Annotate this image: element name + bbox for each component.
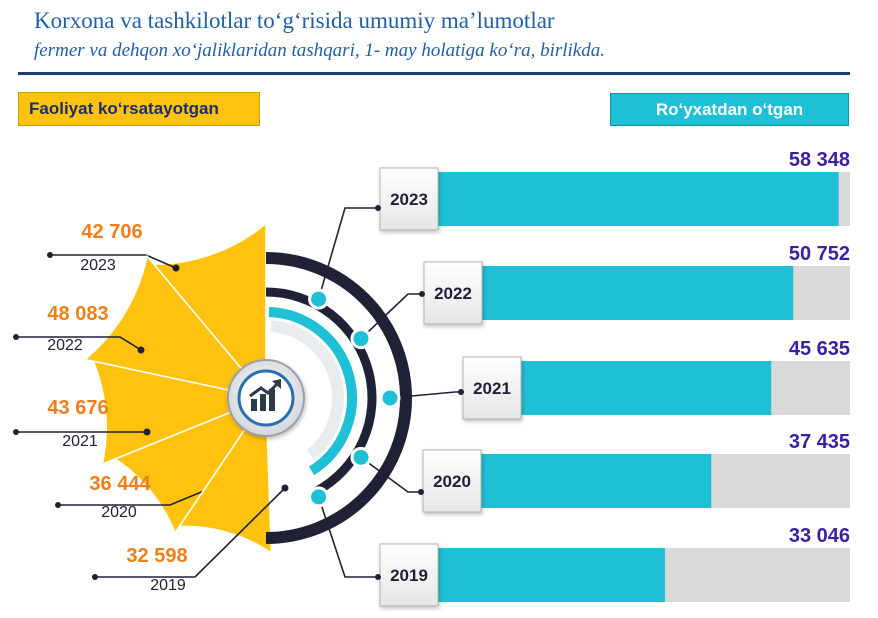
registered-row-2022: 2022 50 752	[350, 243, 850, 350]
page-title: Korxona va tashkilotlar to‘g‘risida umum…	[34, 8, 555, 33]
active-sector-shape	[83, 254, 268, 400]
active-leader-dot	[143, 428, 151, 436]
active-leader-dot	[172, 264, 180, 272]
registered-connector-end	[458, 389, 464, 395]
active-leader-end	[55, 502, 61, 508]
year-box	[379, 167, 439, 231]
registered-bar	[438, 172, 839, 226]
registered-year-label: 2019	[390, 566, 428, 585]
registered-bar	[481, 454, 712, 508]
active-sector-2023: 42 706 2023	[47, 221, 267, 401]
active-value-label: 48 083	[47, 303, 108, 325]
active-leader-end	[47, 252, 53, 258]
active-year-label: 2022	[47, 337, 83, 354]
active-sector-shape	[152, 221, 267, 401]
year-box	[462, 356, 522, 420]
active-year-label: 2020	[101, 504, 137, 521]
ring-node-dot	[350, 446, 372, 468]
active-value-label: 32 598	[126, 545, 187, 567]
registered-connector-end	[375, 205, 381, 211]
registered-bar	[521, 361, 772, 415]
header-divider	[18, 72, 850, 75]
middle-dark-ring	[265, 287, 377, 496]
active-sector-shape	[177, 395, 273, 555]
registered-bar	[438, 548, 665, 602]
ring-node-dot	[308, 288, 330, 310]
active-sectors-group: 42 706 2023 48 083 2022 43 676 2021 36 444 2020…	[13, 221, 289, 594]
registered-value-label: 37 435	[789, 431, 850, 453]
ring-group	[265, 252, 412, 544]
active-leader-dot	[281, 484, 289, 492]
active-sector-shape	[92, 360, 269, 466]
registered-value-label: 50 752	[789, 243, 850, 265]
registered-bars-group: 2023 58 348 2022 50 752 2021 45 635 2020 37 435…	[308, 149, 850, 607]
active-year-label: 2021	[62, 433, 98, 450]
legend-registered-badge: Ro‘yxatdan o‘tgan	[610, 93, 849, 126]
registered-row-2020: 2020 37 435	[350, 431, 850, 513]
ring-node-dot	[379, 387, 401, 409]
active-year-label: 2023	[80, 257, 116, 274]
registered-value-label: 33 046	[789, 525, 850, 547]
active-leader-line	[16, 336, 142, 351]
active-leader-end	[92, 574, 98, 580]
legend-active-badge: Faoliyat ko‘rsatayotgan	[18, 92, 260, 126]
registered-connector	[317, 496, 380, 578]
active-leader-line	[95, 487, 286, 578]
active-leader-end	[13, 334, 19, 340]
active-sector-2021: 43 676 2021	[13, 360, 269, 466]
registered-row-2021: 2021 45 635	[379, 338, 850, 420]
registered-row-2019: 2019 33 046	[308, 486, 850, 607]
active-value-label: 42 706	[81, 221, 142, 243]
active-leader-end	[13, 429, 19, 435]
registered-connector	[360, 293, 424, 340]
center-hub	[227, 359, 305, 437]
registered-value-label: 58 348	[789, 149, 850, 171]
registered-connector-end	[375, 574, 381, 580]
registered-year-label: 2022	[434, 284, 472, 303]
registered-connector-end	[419, 291, 425, 297]
active-year-label: 2019	[150, 577, 186, 594]
ring-node-dot	[308, 486, 330, 508]
inner-light-ring	[270, 320, 344, 460]
year-box	[422, 449, 482, 513]
active-sector-shape	[113, 396, 268, 535]
inner-teal-ring	[268, 307, 357, 476]
registered-year-label: 2023	[390, 190, 428, 209]
registered-year-label: 2020	[433, 472, 471, 491]
active-leader-dot	[137, 346, 145, 354]
registered-year-label: 2021	[473, 379, 511, 398]
outer-dark-ring	[265, 252, 412, 544]
active-sector-2019: 32 598 2019	[92, 395, 289, 594]
active-leader-line	[58, 487, 212, 506]
active-leader-line	[50, 254, 177, 269]
page-subtitle: fermer va dehqon xo‘jaliklaridan tashqar…	[34, 40, 605, 61]
registered-row-2023: 2023 58 348	[308, 149, 850, 310]
year-box	[423, 261, 483, 325]
registered-connector-end	[418, 489, 424, 495]
registered-connector	[317, 207, 380, 300]
active-sector-2022: 48 083 2022	[13, 254, 268, 400]
registered-value-label: 45 635	[789, 338, 850, 360]
active-value-label: 36 444	[89, 473, 151, 495]
ring-node-dot	[350, 328, 372, 350]
registered-bar	[482, 266, 794, 320]
active-value-label: 43 676	[47, 397, 108, 419]
growth-chart-icon	[249, 379, 281, 411]
